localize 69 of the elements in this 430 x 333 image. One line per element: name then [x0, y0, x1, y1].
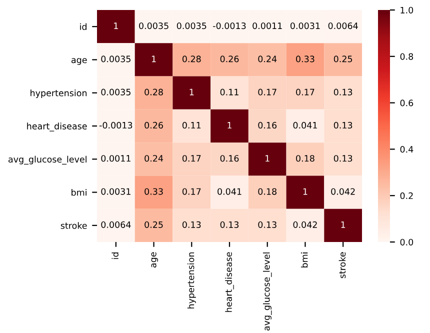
data-label: 0.17	[258, 88, 276, 96]
data-label: 0.0031	[101, 188, 130, 195]
data-label: 1	[152, 56, 156, 62]
data-label: 0.25	[334, 56, 352, 62]
data-label: 0.0031	[290, 22, 320, 30]
data-label: 0.16	[258, 122, 277, 129]
y-tick-label: avg_glucose_level	[8, 156, 86, 165]
data-label: 1	[266, 155, 270, 162]
data-label: 0.26	[144, 122, 163, 129]
data-label: 0.13	[334, 122, 352, 129]
data-label: 0.0035	[101, 88, 130, 96]
data-label: 0.0035	[176, 22, 206, 30]
data-label: 0.13	[258, 221, 276, 228]
data-label: 0.13	[220, 221, 239, 228]
data-label: -0.0013	[99, 122, 132, 129]
color-bar-label: 0.6	[400, 100, 414, 106]
data-label: 0.042	[331, 188, 355, 195]
data-label: 0.24	[258, 56, 277, 62]
color-bar-label: 0.8	[400, 53, 414, 60]
y-tick-label: bmi	[72, 188, 86, 196]
data-label: 1	[303, 188, 308, 195]
data-label: 0.33	[296, 56, 314, 62]
data-label: 1	[190, 88, 194, 96]
data-label: 0.18	[258, 188, 276, 195]
data-label: 0.16	[220, 155, 239, 162]
y-tick-label: stroke	[60, 222, 87, 229]
data-label: 0.13	[182, 221, 201, 228]
color-bar-label: 0.4	[400, 146, 414, 153]
data-label: 0.0011	[101, 155, 130, 162]
data-label: -0.0013	[213, 22, 246, 30]
y-tick-label: age	[72, 58, 87, 65]
y-tick-label: id	[80, 23, 86, 30]
color-bar-label: 0.2	[400, 192, 413, 200]
data-label: 1	[341, 221, 346, 228]
data-label: 0.0011	[252, 22, 282, 30]
data-label: 0.0035	[139, 22, 168, 30]
data-label: 0.11	[182, 122, 201, 129]
x-tick-label: avg_glucose_level	[263, 252, 272, 330]
data-label: 0.28	[144, 88, 163, 96]
y-tick-label: hypertension	[30, 90, 87, 98]
data-label: 0.17	[182, 188, 201, 195]
data-label: 0.28	[182, 56, 201, 62]
data-label: 0.041	[293, 122, 317, 129]
data-label: 0.17	[182, 155, 201, 162]
x-tick-label: id	[112, 252, 118, 259]
data-label: 0.25	[144, 221, 163, 228]
data-label: 1	[114, 22, 118, 29]
x-tick-label: heart_disease	[225, 252, 234, 312]
color-bar-label: 1.0	[400, 6, 414, 14]
color-bar-label: 0.0	[400, 238, 414, 246]
x-tick-label: hypertension	[187, 252, 196, 308]
data-label: 0.0064	[101, 221, 131, 228]
data-label: 0.0064	[328, 22, 358, 30]
data-label: 0.33	[144, 188, 163, 195]
data-label: 0.13	[334, 155, 352, 162]
data-label: 0.18	[296, 155, 314, 162]
data-label: 0.042	[293, 221, 317, 228]
data-label: 0.13	[334, 88, 352, 96]
data-label: 1	[228, 122, 232, 128]
data-label: 0.26	[220, 56, 239, 62]
data-label: 0.17	[296, 88, 314, 96]
data-label: 0.041	[218, 188, 242, 195]
x-tick-label: bmi	[300, 252, 308, 268]
x-tick-label: age	[151, 252, 158, 268]
y-tick-label: heart_disease	[27, 122, 87, 132]
data-label: 0.24	[144, 155, 164, 162]
data-label: 0.0035	[101, 56, 130, 62]
x-tick-label: stroke	[338, 252, 346, 278]
data-label: 0.11	[220, 88, 238, 96]
